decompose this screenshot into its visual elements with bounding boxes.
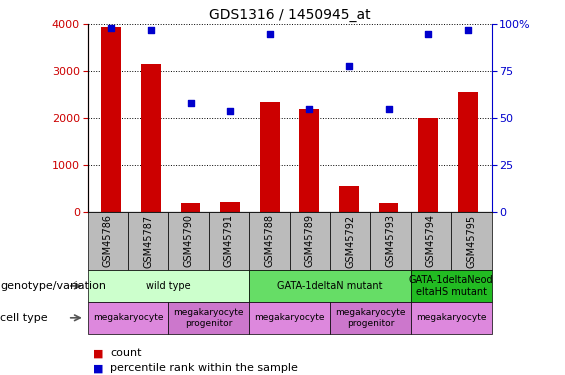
- Text: percentile rank within the sample: percentile rank within the sample: [110, 363, 298, 373]
- Text: megakaryocyte: megakaryocyte: [254, 314, 325, 322]
- Bar: [339, 186, 359, 212]
- Text: GSM45791: GSM45791: [224, 214, 234, 267]
- Text: ■: ■: [93, 363, 104, 373]
- Bar: [102, 27, 121, 212]
- Point: [384, 106, 393, 112]
- Point: [305, 106, 314, 112]
- Point: [107, 25, 116, 31]
- Text: GSM45786: GSM45786: [103, 214, 113, 267]
- Point: [186, 100, 195, 106]
- Bar: [141, 64, 161, 212]
- Text: megakaryocyte
progenitor: megakaryocyte progenitor: [335, 308, 406, 327]
- Text: megakaryocyte: megakaryocyte: [93, 314, 163, 322]
- Bar: [299, 109, 319, 212]
- Text: GATA-1deltaNeod
eltaHS mutant: GATA-1deltaNeod eltaHS mutant: [409, 275, 493, 297]
- Text: megakaryocyte
progenitor: megakaryocyte progenitor: [173, 308, 244, 327]
- Text: GSM45792: GSM45792: [345, 214, 355, 267]
- Point: [424, 31, 433, 37]
- Text: wild type: wild type: [146, 281, 190, 291]
- Text: count: count: [110, 348, 142, 358]
- Text: GSM45793: GSM45793: [385, 214, 396, 267]
- Bar: [220, 202, 240, 212]
- Text: GSM45790: GSM45790: [184, 214, 194, 267]
- Text: GSM45788: GSM45788: [264, 214, 275, 267]
- Bar: [379, 202, 398, 212]
- Text: GSM45795: GSM45795: [466, 214, 476, 267]
- Bar: [458, 92, 477, 212]
- Point: [225, 108, 234, 114]
- Bar: [260, 102, 280, 212]
- Point: [345, 63, 354, 69]
- Text: GSM45789: GSM45789: [305, 214, 315, 267]
- Point: [463, 27, 472, 33]
- Point: [146, 27, 155, 33]
- Text: GSM45787: GSM45787: [143, 214, 153, 267]
- Bar: [418, 118, 438, 212]
- Text: GATA-1deltaN mutant: GATA-1deltaN mutant: [277, 281, 383, 291]
- Text: genotype/variation: genotype/variation: [0, 281, 106, 291]
- Point: [265, 31, 274, 37]
- Text: GSM45794: GSM45794: [426, 214, 436, 267]
- Text: cell type: cell type: [0, 313, 47, 323]
- Title: GDS1316 / 1450945_at: GDS1316 / 1450945_at: [208, 8, 371, 22]
- Text: ■: ■: [93, 348, 104, 358]
- Bar: [181, 202, 201, 212]
- Text: megakaryocyte: megakaryocyte: [416, 314, 486, 322]
